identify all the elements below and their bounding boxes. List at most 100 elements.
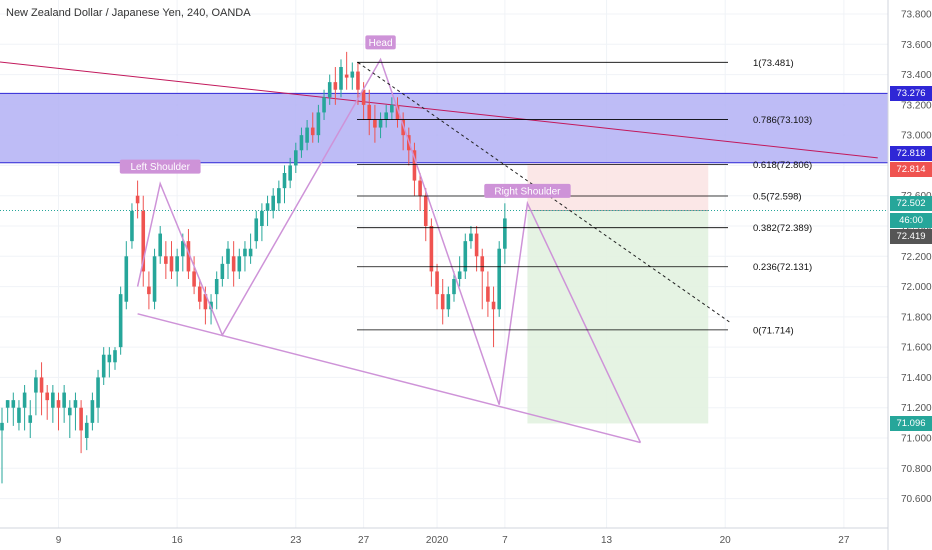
x-tick-label: 20 — [720, 535, 732, 546]
pattern-label: Head — [365, 35, 396, 50]
candle-body — [316, 112, 321, 136]
candle — [469, 226, 473, 249]
candle — [327, 74, 332, 105]
candle — [96, 369, 100, 423]
candle-body — [452, 279, 456, 295]
candle — [446, 286, 451, 317]
candle-body — [248, 248, 253, 257]
candle — [39, 362, 44, 416]
candle — [503, 203, 507, 264]
candle — [322, 89, 326, 120]
candle — [350, 62, 355, 90]
candle-body — [497, 248, 501, 310]
projection-line — [357, 62, 732, 324]
lines-layer — [0, 61, 888, 212]
candle — [226, 241, 230, 279]
candle-body — [305, 127, 309, 143]
candle-body — [373, 120, 377, 128]
x-tick-label: 23 — [290, 535, 302, 546]
candle-body — [463, 241, 468, 272]
candle-body — [231, 256, 236, 272]
neckline — [137, 313, 641, 444]
y-tick-label: 71.600 — [901, 343, 932, 354]
candle — [34, 369, 38, 416]
candle-body — [34, 377, 38, 393]
candle-body — [62, 392, 66, 408]
candle-body — [130, 210, 134, 242]
candle-body — [175, 256, 179, 272]
candle-body — [350, 71, 355, 78]
pattern-label: Right Shoulder — [484, 183, 571, 198]
candle — [423, 188, 428, 242]
candle-body — [356, 71, 360, 90]
fib-level-label: 0.236(72.131) — [753, 262, 812, 273]
candle — [192, 256, 196, 295]
candle-body — [214, 279, 219, 295]
candle-body — [135, 195, 140, 204]
candle-body — [361, 89, 366, 105]
pattern-label-text: Head — [369, 38, 393, 49]
candle — [480, 248, 485, 310]
y-tick-label: 70.800 — [901, 464, 932, 475]
candle — [220, 256, 225, 287]
annotations-layer: Left Shoulder Head Right Shoulder — [119, 35, 571, 198]
candle-body — [288, 165, 292, 181]
y-tick-label: 73.000 — [901, 131, 932, 142]
candle — [118, 286, 123, 355]
y-tick-label: 70.600 — [901, 494, 932, 505]
pattern-label-text: Left Shoulder — [130, 162, 190, 173]
candle — [373, 104, 377, 143]
candle-body — [56, 400, 61, 408]
candle-body — [28, 415, 33, 423]
pattern-label-text: Right Shoulder — [494, 186, 561, 197]
candle — [197, 279, 202, 310]
y-tick-label: 72.000 — [901, 282, 932, 293]
candle — [254, 210, 259, 249]
candle — [265, 195, 270, 226]
bar-countdown-label: 46:00 — [890, 213, 932, 229]
candle-body — [339, 67, 343, 90]
candle — [463, 233, 468, 279]
take-profit-box — [527, 210, 709, 424]
candle-body — [147, 286, 151, 295]
candle-body — [101, 354, 106, 378]
candle — [152, 248, 157, 310]
x-tick-label: 16 — [172, 535, 184, 546]
x-tick-label: 27 — [358, 535, 370, 546]
candle-body — [282, 173, 287, 189]
candle — [474, 226, 479, 272]
candle — [237, 248, 242, 279]
candle-body — [474, 233, 479, 257]
candle-body — [51, 392, 55, 408]
pattern-label-bg — [119, 159, 201, 174]
candle-body — [237, 256, 242, 272]
candle — [429, 218, 434, 287]
candle-body — [96, 377, 100, 408]
candle-body — [395, 104, 400, 120]
y-tick-label: 71.800 — [901, 312, 932, 323]
candle-body — [39, 377, 44, 393]
candle-body — [45, 392, 49, 401]
candle-body — [299, 135, 304, 151]
candle — [101, 347, 106, 385]
candle — [84, 415, 89, 451]
candle — [17, 400, 21, 431]
fib-level-label: 0.786(73.103) — [753, 115, 812, 126]
head-and-shoulders-path — [136, 57, 642, 443]
candle — [305, 120, 309, 151]
candle — [107, 347, 112, 378]
candle-body — [113, 350, 117, 363]
candle — [11, 392, 16, 426]
fib-level-label: 0.382(72.389) — [753, 223, 812, 234]
candle-body — [158, 233, 162, 257]
candle-body — [294, 150, 298, 166]
candle — [457, 256, 462, 287]
candle-body — [367, 104, 372, 120]
candle-body — [277, 188, 281, 204]
candle-body — [68, 407, 72, 416]
candle — [367, 89, 372, 136]
x-tick-label: 7 — [502, 535, 508, 546]
zone-bottom-price-label: 72.818 — [890, 146, 932, 162]
